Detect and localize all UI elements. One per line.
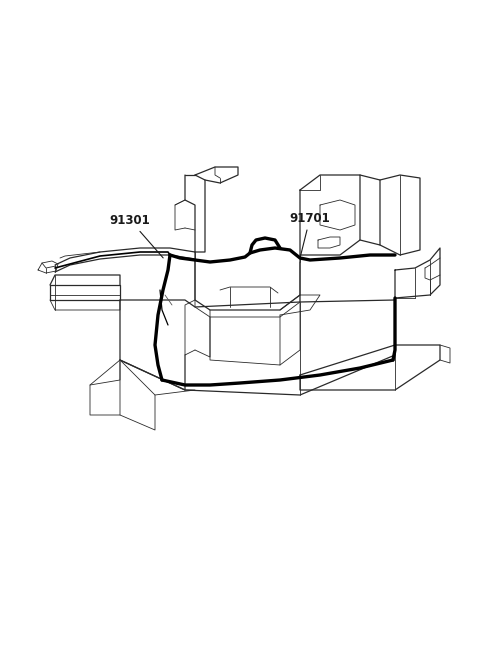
Text: 91701: 91701 <box>289 212 330 255</box>
Text: 91301: 91301 <box>109 214 163 258</box>
